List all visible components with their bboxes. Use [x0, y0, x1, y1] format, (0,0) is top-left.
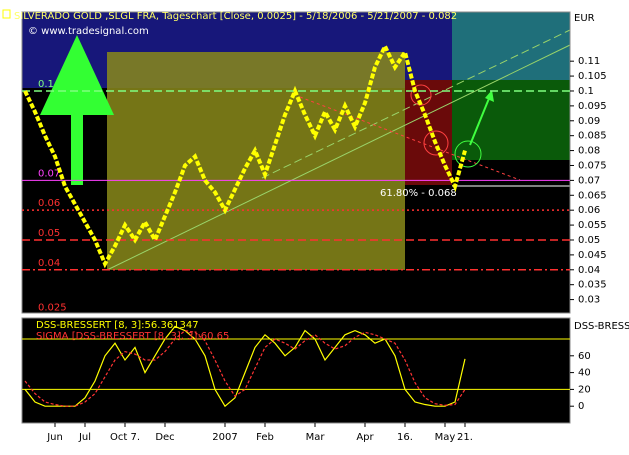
y-tick-label: 0.03 — [578, 295, 600, 306]
level-label: 0.04 — [38, 258, 60, 269]
arrow — [469, 95, 491, 146]
price-line — [23, 41, 467, 269]
y-tick-label: 0.04 — [578, 265, 600, 276]
x-tick-label: Feb — [256, 432, 274, 443]
x-tick-label: Jul — [78, 432, 91, 443]
y-tick-label: 0.065 — [578, 190, 607, 201]
y-tick-label: 0.09 — [578, 116, 600, 127]
panel-frame — [21, 317, 571, 424]
marker-circle — [423, 130, 449, 156]
y-tick-label: 0.07 — [578, 175, 600, 186]
level-label: 0.1 — [38, 79, 54, 90]
level-label: 0.06 — [38, 198, 60, 209]
y-tick-label: 0.075 — [578, 160, 607, 171]
y-tick-label: 0.085 — [578, 131, 607, 142]
x-tick-label: 16. — [397, 432, 413, 443]
panel-frame — [21, 11, 571, 314]
y-tick-label: 0.095 — [578, 101, 607, 112]
y-tick-label: 40 — [578, 368, 591, 379]
annotation: 61.80% - 0.068 — [380, 188, 457, 199]
y-tick-label: 20 — [578, 384, 591, 395]
y-tick-label: 0.055 — [578, 220, 607, 231]
level-label: 0.07 — [38, 168, 60, 179]
y-tick-label: 0.035 — [578, 280, 607, 291]
marker-circle — [454, 140, 482, 168]
y-tick-label: 0.05 — [578, 235, 600, 246]
x-tick-label: May — [435, 432, 456, 443]
zone-yellow — [107, 52, 405, 270]
y-axis-label: DSS-BRESSI — [574, 321, 629, 332]
icon — [2, 9, 11, 19]
y-tick-label: 0.105 — [578, 71, 607, 82]
indicator-line — [24, 325, 466, 408]
chart-title: SILVERADO GOLD ,SLGL FRA, Tageschart [Cl… — [14, 11, 457, 22]
big-arrow — [71, 110, 83, 185]
y-tick-label: 0 — [578, 401, 584, 412]
level-label: 0.05 — [38, 228, 60, 239]
indicator-panel — [22, 318, 570, 423]
y-tick-label: 0.06 — [578, 205, 600, 216]
y-tick-label: 0.1 — [578, 86, 594, 97]
x-tick-label: Apr — [356, 432, 374, 443]
marker-circle — [410, 84, 432, 106]
x-tick-label: 21. — [457, 432, 473, 443]
x-tick-label: Jun — [46, 432, 63, 443]
legend-entry: DSS-BRESSERT [8, 3]:56.361347 — [36, 320, 199, 331]
y-tick-label: 0.11 — [578, 56, 600, 67]
zone-teal — [452, 12, 570, 80]
big-arrow — [40, 35, 114, 115]
y-tick-label: 0.08 — [578, 146, 600, 157]
watermark: © www.tradesignal.com — [28, 26, 149, 37]
level-label: 0.025 — [38, 302, 67, 313]
zone-green — [452, 80, 570, 160]
y-tick-label: 60 — [578, 351, 591, 362]
y-tick-label: 0.045 — [578, 250, 607, 261]
x-tick-label: 2007 — [212, 432, 237, 443]
y-axis-label: EUR — [574, 13, 595, 24]
x-tick-label: Dec — [155, 432, 174, 443]
indicator-line — [24, 329, 466, 407]
x-tick-label: Mar — [306, 432, 326, 443]
legend-entry: SIGMA [DSS-BRESSERT [8, 3], 3]:60.65 — [36, 331, 229, 342]
arrow-head — [485, 90, 494, 102]
x-tick-label: Oct 7. — [110, 432, 140, 443]
trend-line — [106, 44, 571, 271]
